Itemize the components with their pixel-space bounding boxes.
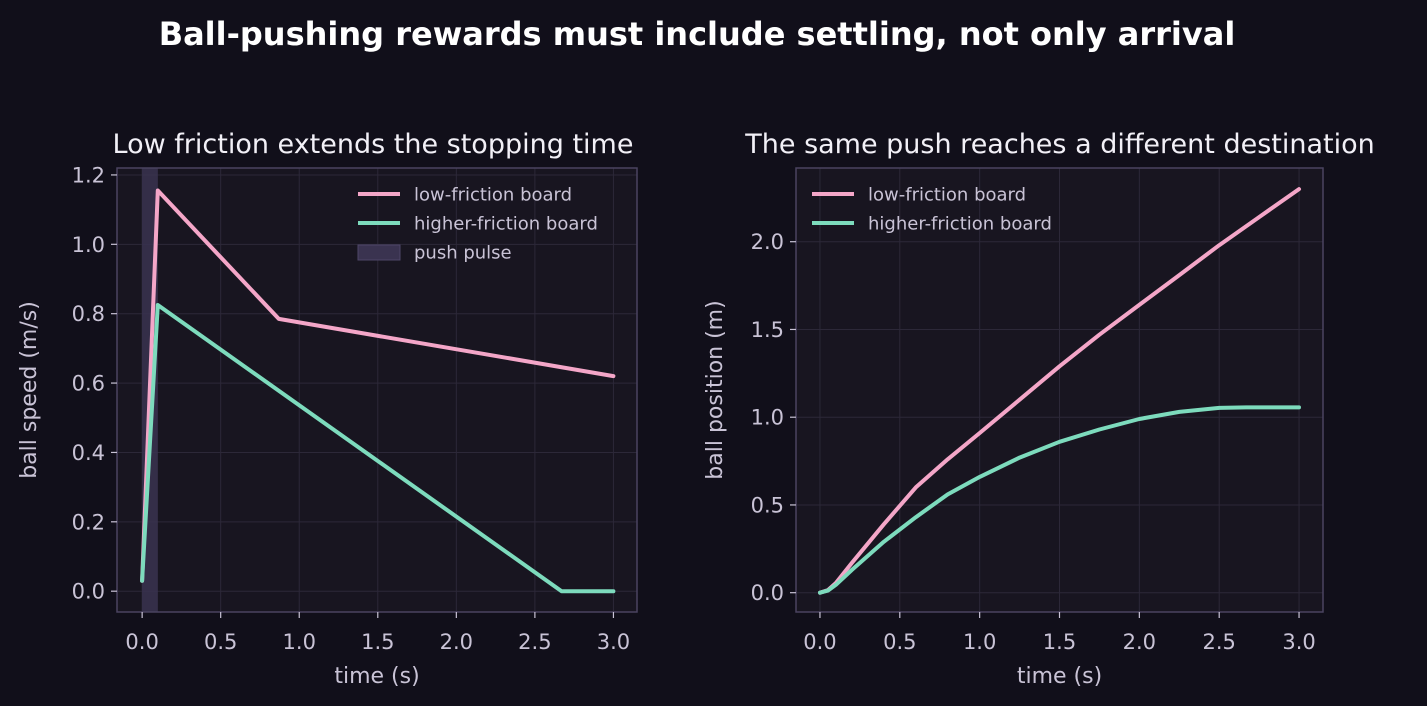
legend-label: higher-friction board: [414, 214, 598, 235]
x-tick-label: 2.5: [518, 630, 551, 654]
figure-title: Ball-pushing rewards must include settli…: [159, 15, 1236, 53]
y-tick-label: 0.4: [72, 441, 105, 465]
y-axis-label: ball speed (m/s): [17, 301, 42, 479]
y-tick-label: 0.8: [72, 302, 105, 326]
y-tick-label: 0.5: [751, 493, 784, 517]
series-line-higher-friction: [818, 405, 1301, 595]
y-tick-label: 0.0: [72, 580, 105, 604]
speed-chart-panel: 0.0 0.5 1.0 1.5 2.0 2.5 3.0 0.0 0.2 0.4 0.6 0.8 1.0 1…: [17, 129, 638, 689]
x-tick-label: 1.5: [1043, 630, 1076, 654]
legend: low-friction board higher-friction board p…: [357, 185, 598, 264]
axes-frame: [116, 167, 638, 613]
x-tick-label: 1.5: [361, 630, 394, 654]
legend-label: push pulse: [414, 243, 512, 264]
legend: low-friction board higher-friction board: [812, 185, 1052, 235]
series-line-low-friction: [140, 188, 616, 583]
x-tick-label: 0.0: [125, 630, 158, 654]
y-tick-label: 0.0: [751, 581, 784, 605]
legend-label: higher-friction board: [868, 214, 1052, 235]
legend-label: low-friction board: [414, 185, 572, 206]
y-axis-label: ball position (m): [703, 300, 728, 479]
series-line-higher-friction: [140, 303, 616, 594]
x-tick-label: 2.0: [440, 630, 473, 654]
x-tick-label: 0.5: [883, 630, 916, 654]
x-tick-label: 1.0: [283, 630, 316, 654]
panel-title: The same push reaches a different destin…: [744, 129, 1374, 160]
y-tick-label: 1.0: [72, 233, 105, 257]
y-tick-label: 1.5: [751, 318, 784, 342]
x-tick-label: 3.0: [597, 630, 630, 654]
y-tick-label: 0.2: [72, 510, 105, 534]
x-tick-label: 2.5: [1202, 630, 1235, 654]
position-chart-panel: 0.0 0.5 1.0 1.5 2.0 2.5 3.0 0.0 0.5 1.0 1.5 2.0 The …: [703, 129, 1375, 689]
panel-title: Low friction extends the stopping time: [113, 129, 634, 160]
y-tick-label: 1.0: [751, 406, 784, 430]
x-tick-label: 3.0: [1282, 630, 1315, 654]
x-tick-label: 0.0: [803, 630, 836, 654]
legend-label: low-friction board: [868, 185, 1026, 206]
y-tick-label: 2.0: [751, 230, 784, 254]
x-axis-label: time (s): [334, 664, 419, 689]
series-line-low-friction: [818, 187, 1301, 595]
y-tick-label: 1.2: [72, 163, 105, 187]
x-tick-label: 0.5: [204, 630, 237, 654]
x-tick-label: 1.0: [963, 630, 996, 654]
x-axis-label: time (s): [1017, 664, 1102, 689]
plot-area: [117, 168, 637, 612]
legend-swatch: [357, 244, 401, 261]
y-tick-label: 0.6: [72, 372, 105, 396]
x-tick-label: 2.0: [1123, 630, 1156, 654]
